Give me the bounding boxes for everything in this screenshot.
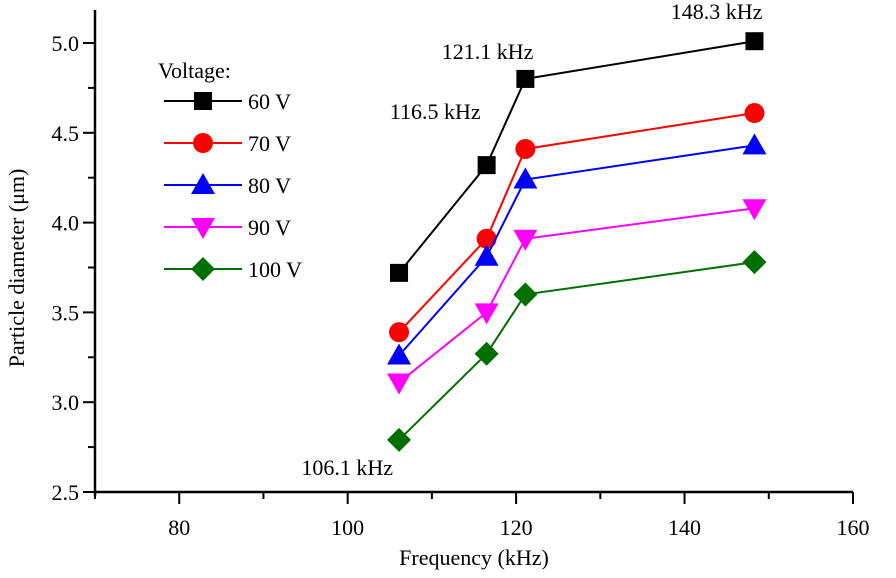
legend-marker-triangle-up: [191, 173, 215, 194]
data-point-circle: [515, 138, 536, 159]
legend-label: 90 V: [248, 215, 291, 240]
data-point-square: [745, 32, 764, 51]
legend: Voltage: 60 V 70 V 80 V 90 V 100 V: [158, 58, 302, 282]
legend-item: 90 V: [164, 215, 291, 240]
series-60v: [390, 32, 764, 282]
y-tick-label: 2.5: [52, 480, 80, 505]
annotation-label: 148.3 kHz: [671, 0, 763, 24]
x-tick-label: 140: [668, 515, 701, 540]
annotations: 106.1 kHz 116.5 kHz 121.1 kHz 148.3 kHz: [301, 0, 762, 480]
data-point-triangle-down: [742, 199, 767, 221]
series-100v: [387, 250, 767, 452]
annotation-label: 106.1 kHz: [301, 455, 393, 480]
y-tick-label: 3.0: [52, 390, 80, 415]
series-line: [398, 144, 755, 357]
y-tick-label: 3.5: [52, 300, 80, 325]
x-tick-label: 100: [331, 515, 364, 540]
series-line: [398, 207, 755, 384]
x-tick-label: 160: [837, 515, 870, 540]
legend-item: 100 V: [164, 257, 302, 282]
series-90v: [387, 199, 767, 395]
legend-marker-diamond: [191, 257, 215, 281]
x-tick-label: 80: [168, 515, 190, 540]
data-point-triangle-down: [513, 229, 538, 251]
legend-marker-circle: [193, 133, 213, 153]
data-point-diamond: [387, 427, 412, 452]
data-point-triangle-down: [387, 373, 412, 395]
series-line: [398, 112, 755, 333]
legend-title: Voltage:: [158, 58, 231, 83]
series-80v: [387, 133, 767, 365]
legend-marker-square: [194, 92, 212, 110]
data-point-triangle-down: [474, 303, 499, 325]
legend-label: 80 V: [248, 173, 291, 198]
legend-item: 80 V: [164, 173, 291, 198]
data-point-diamond: [742, 250, 767, 275]
data-point-diamond: [513, 282, 538, 307]
y-tick-label: 5.0: [52, 31, 80, 56]
data-point-circle: [389, 322, 410, 343]
data-point-circle: [744, 103, 765, 124]
data-point-circle: [476, 228, 497, 249]
legend-item: 60 V: [164, 89, 291, 114]
series-group: [387, 32, 767, 452]
legend-marker-triangle-down: [191, 218, 215, 239]
data-point-triangle-up: [513, 167, 538, 189]
data-point-square: [516, 69, 535, 88]
y-tick-label: 4.5: [52, 121, 80, 146]
data-point-diamond: [474, 341, 499, 366]
axes: 80 100 120 140 160 2.5 3.0 3.5 4.0 4.5 5.0: [52, 10, 870, 540]
legend-label: 60 V: [248, 89, 291, 114]
x-axis-title: Frequency (kHz): [399, 545, 549, 570]
y-tick-label: 4.0: [52, 211, 80, 236]
annotation-label: 121.1 kHz: [442, 39, 534, 64]
x-tick-label: 120: [500, 515, 533, 540]
legend-label: 100 V: [248, 257, 302, 282]
annotation-label: 116.5 kHz: [390, 99, 481, 124]
series-70v: [389, 103, 765, 343]
legend-label: 70 V: [248, 131, 291, 156]
series-line: [398, 40, 755, 274]
legend-item: 70 V: [164, 131, 291, 156]
data-point-square: [390, 263, 409, 282]
data-point-triangle-up: [387, 343, 412, 365]
data-point-triangle-up: [742, 133, 767, 155]
data-point-square: [477, 156, 496, 175]
y-axis-title: Particle diameter (μm): [4, 169, 29, 368]
data-point-triangle-up: [474, 244, 499, 266]
series-line: [398, 261, 755, 441]
